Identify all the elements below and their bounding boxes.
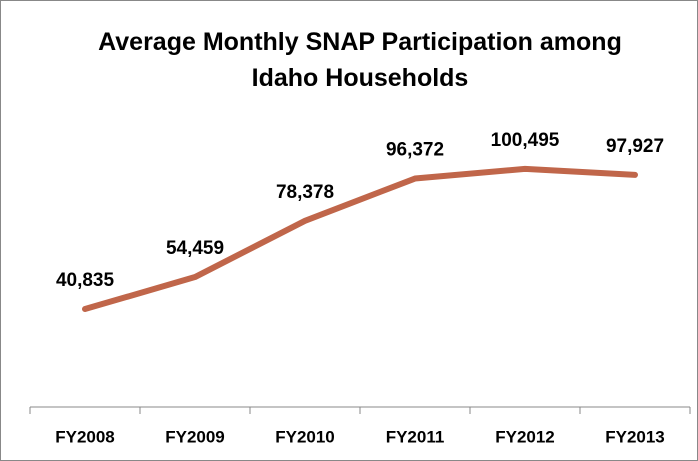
data-label: 97,927 bbox=[606, 136, 664, 157]
x-tick-label: FY2009 bbox=[165, 427, 225, 446]
data-label: 40,835 bbox=[56, 270, 115, 291]
data-label: 100,495 bbox=[491, 130, 560, 151]
x-tick-label: FY2012 bbox=[495, 427, 555, 446]
x-tick-label: FY2010 bbox=[275, 427, 335, 446]
x-tick-label: FY2013 bbox=[605, 427, 665, 446]
chart-title: Average Monthly SNAP Participation among… bbox=[98, 28, 622, 92]
data-label: 96,372 bbox=[386, 140, 444, 161]
x-tick-label: FY2011 bbox=[386, 427, 445, 446]
data-line bbox=[82, 165, 638, 313]
x-tick-label: FY2008 bbox=[55, 427, 115, 446]
data-label: 54,459 bbox=[166, 238, 224, 259]
data-label: 78,378 bbox=[276, 182, 334, 203]
